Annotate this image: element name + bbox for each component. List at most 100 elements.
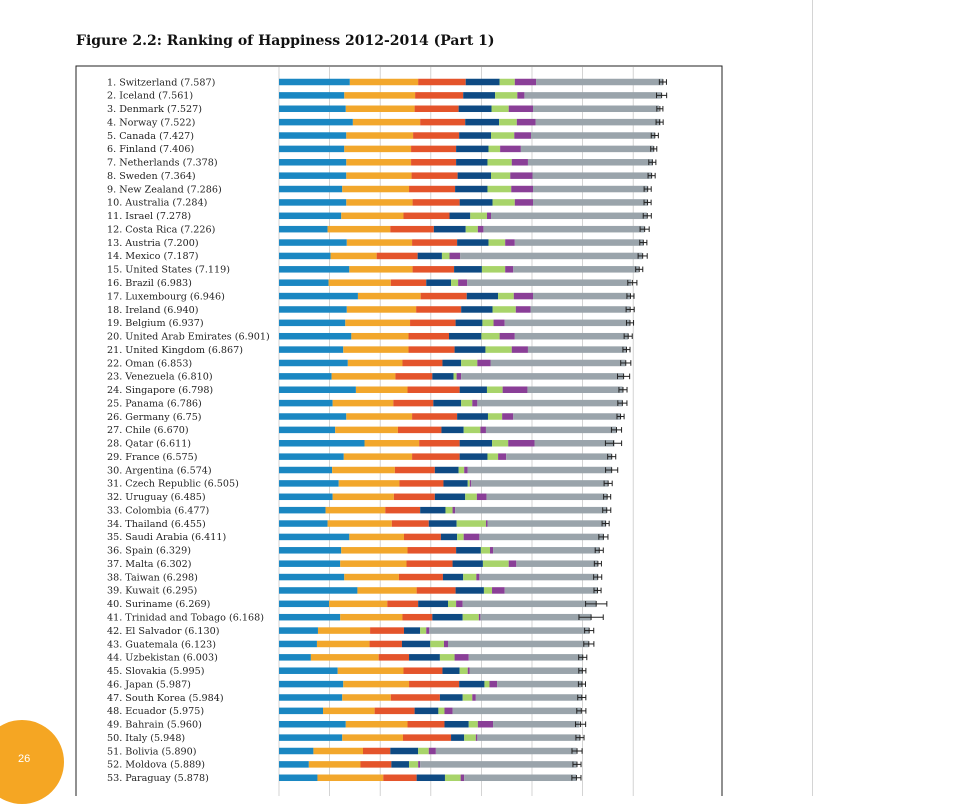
error-bar: [598, 534, 609, 540]
category-label: 3. Denmark (7.527): [107, 104, 202, 115]
category-label: 8. Sweden (7.364): [107, 171, 196, 182]
bar-segment-generosity: [459, 667, 468, 674]
bar-segment-corruption: [516, 118, 536, 126]
bar-segment-social-support: [313, 747, 363, 755]
bar-segment-generosity: [457, 533, 464, 541]
error-bar: [593, 574, 603, 580]
bar-row: [279, 332, 629, 340]
bar-row: [279, 734, 581, 741]
bar-segment-social-support: [342, 734, 403, 741]
category-labels: 1. Switzerland (7.587) 2. Iceland (7.561)…: [107, 77, 270, 784]
bar-row: [279, 212, 647, 220]
category-label: 37. Malta (6.302): [107, 559, 192, 570]
bar-segment-social-support: [357, 292, 421, 300]
error-bar: [604, 440, 623, 447]
bar-segment-gdp: [279, 185, 343, 193]
bar-segment-freedom: [401, 640, 431, 648]
error-bar: [618, 386, 628, 393]
category-label: 44. Uzbekistan (6.003): [107, 653, 218, 664]
error-bar: [642, 213, 652, 219]
bar-segment-social-support: [332, 399, 394, 407]
bar-segment-social-support: [342, 694, 391, 701]
bar-segment-freedom: [433, 225, 466, 233]
bar-segment-generosity: [456, 520, 486, 527]
error-bar: [605, 467, 619, 473]
error-bar: [622, 346, 631, 353]
error-bar: [572, 761, 582, 768]
error-bar: [577, 694, 587, 701]
bar-segment-social-support: [343, 680, 410, 688]
bar-segment-generosity: [445, 506, 453, 514]
bar-segment-gdp: [279, 145, 345, 153]
bar-segment-generosity: [439, 654, 455, 661]
bar-segment-corruption: [467, 667, 470, 674]
bar-segment-dystopia-residual: [460, 252, 643, 260]
bar-segment-dystopia-residual: [520, 145, 654, 153]
error-bar: [585, 601, 608, 607]
bar-segment-corruption: [476, 573, 480, 581]
bar-segment-generosity: [491, 105, 509, 113]
bar-row: [279, 399, 623, 407]
bar-segment-life-expectancy: [412, 266, 455, 273]
bar-segment-gdp: [279, 105, 346, 113]
bar-segment-dystopia-residual: [533, 185, 648, 193]
bar-row: [279, 306, 630, 313]
bar-segment-dystopia-residual: [452, 707, 582, 715]
bar-segment-social-support: [357, 587, 417, 594]
bar-segment-social-support: [335, 426, 398, 434]
bar-segment-dystopia-residual: [493, 720, 580, 728]
category-label: 46. Japan (5.987): [107, 679, 191, 690]
bar-segment-dystopia-residual: [533, 105, 660, 113]
bar-segment-life-expectancy: [406, 560, 453, 567]
bar-segment-life-expectancy: [413, 132, 460, 139]
bar-segment-gdp: [279, 118, 353, 126]
bar-segment-corruption: [514, 132, 531, 139]
bar-segment-freedom: [449, 212, 471, 220]
bar-segment-dystopia-residual: [485, 426, 616, 434]
bar-segment-life-expectancy: [409, 680, 460, 688]
bar-segment-dystopia-residual: [513, 266, 639, 273]
bar-segment-corruption: [502, 413, 514, 420]
bar-segment-social-support: [310, 654, 379, 661]
bar-segment-freedom: [449, 332, 482, 340]
bar-segment-generosity: [463, 573, 477, 581]
bar-segment-gdp: [279, 520, 328, 527]
bar-segment-generosity: [468, 720, 478, 728]
bar-segment-dystopia-residual: [527, 346, 627, 353]
category-label: 29. France (6.575): [107, 452, 198, 463]
bar-row: [279, 720, 580, 728]
bar-segment-freedom: [428, 520, 457, 527]
bar-segment-generosity: [451, 279, 459, 286]
bar-segment-gdp: [279, 159, 347, 166]
bar-segment-gdp: [279, 506, 326, 514]
bar-segment-life-expectancy: [403, 212, 450, 220]
bar-row: [279, 225, 645, 233]
bar-segment-social-support: [346, 306, 417, 313]
bar-segment-dystopia-residual: [479, 533, 604, 541]
bar-segment-corruption: [489, 680, 498, 688]
bar-segment-generosity: [444, 774, 461, 782]
bar-segment-life-expectancy: [393, 493, 435, 501]
category-label: 38. Taiwan (6.298): [107, 572, 198, 583]
error-bar: [575, 734, 585, 741]
bar-segment-corruption: [464, 466, 468, 474]
error-bar: [655, 119, 664, 125]
bar-segment-social-support: [345, 319, 411, 327]
bar-segment-gdp: [279, 292, 358, 300]
bar-row: [279, 520, 606, 527]
bar-segment-dystopia-residual: [534, 440, 615, 447]
category-label: 48. Ecuador (5.975): [107, 706, 204, 717]
bar-row: [279, 239, 644, 246]
bar-segment-life-expectancy: [412, 413, 458, 420]
bar-row: [279, 252, 643, 260]
bar-segment-generosity: [464, 734, 476, 741]
bar-segment-gdp: [279, 212, 342, 220]
bar-segment-life-expectancy: [416, 587, 456, 594]
bar-segment-social-support: [323, 707, 375, 715]
bar-segment-life-expectancy: [420, 118, 466, 126]
bar-segment-dystopia-residual: [514, 332, 629, 340]
bar-segment-generosity: [485, 346, 512, 353]
bar-segment-corruption: [513, 292, 534, 300]
bar-segment-gdp: [279, 734, 343, 741]
bar-segment-corruption: [477, 359, 491, 367]
